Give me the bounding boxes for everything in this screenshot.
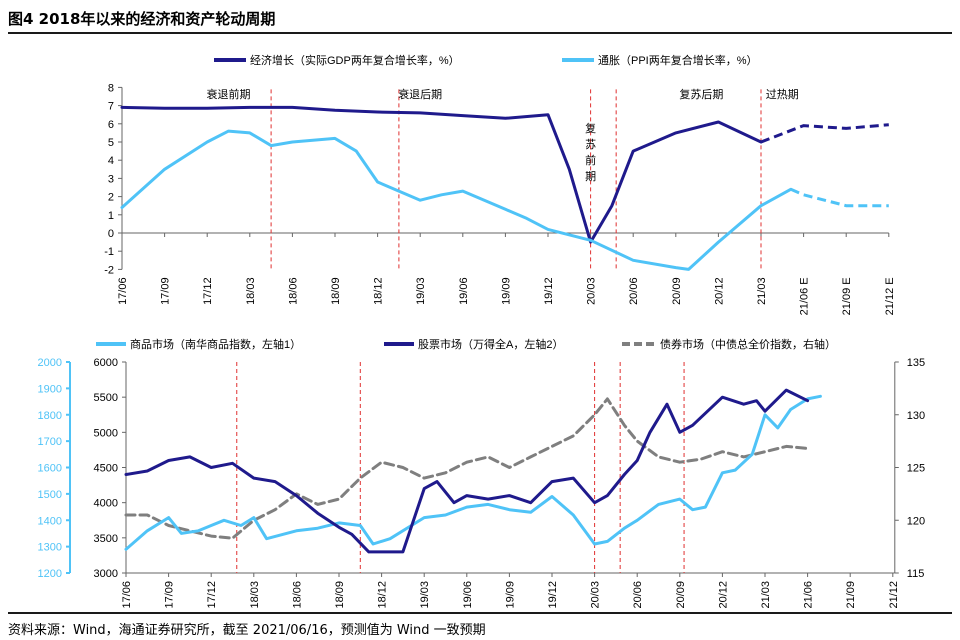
x-tick-label: 19/03: [419, 581, 431, 609]
y-tick-label: 5: [108, 137, 114, 149]
x-tick-label: 21/03: [760, 581, 772, 609]
phase-label: 复苏后期: [679, 87, 723, 101]
x-tick-label: 19/03: [415, 277, 427, 305]
phase-label: 衰退后期: [398, 87, 442, 101]
series-line-growth: [120, 105, 763, 244]
x-tick-label: 17/06: [121, 581, 133, 609]
y-tick-label-right: 125: [907, 463, 925, 475]
x-tick-label: 18/12: [373, 277, 385, 305]
y-tick-label: -2: [104, 264, 114, 276]
y-tick-label-left1: 5000: [94, 427, 118, 439]
y-tick-label-left1: 6000: [94, 357, 118, 369]
x-tick-label: 17/12: [206, 581, 218, 609]
footer-divider: [8, 612, 952, 614]
x-tick-label: 21/06: [803, 581, 815, 609]
legend-label-growth: 经济增长（实际GDP两年复合增长率，%）: [250, 53, 460, 67]
legend-label-bond: 债券市场（中债总全价指数，右轴）: [660, 337, 836, 351]
x-tick-label: 18/03: [249, 581, 261, 609]
x-tick-label: 18/03: [245, 277, 257, 305]
x-tick-label: 20/03: [586, 277, 598, 305]
x-tick-label: 20/12: [717, 581, 729, 609]
x-tick-label: 19/06: [458, 277, 470, 305]
x-tick-label: 20/09: [675, 581, 687, 609]
y-tick-label-left2: 1900: [38, 383, 62, 395]
x-tick-label: 20/12: [713, 277, 725, 305]
y-tick-label: 1: [108, 210, 114, 222]
x-tick-label: 20/03: [590, 581, 602, 609]
y-tick-label: 8: [108, 82, 114, 94]
y-tick-label-right: 115: [907, 568, 925, 580]
y-tick-label-left1: 3500: [94, 533, 118, 545]
y-tick-label-left2: 1500: [38, 489, 62, 501]
x-tick-label: 19/12: [543, 277, 555, 305]
y-tick-label: 7: [108, 101, 114, 113]
y-tick-label: 6: [108, 119, 114, 131]
figure-title-bar: 图4 2018年以来的经济和资产轮动周期: [8, 6, 952, 34]
x-tick-label: 17/06: [117, 277, 129, 305]
legend-label-stock: 股票市场（万得全A，左轴2）: [418, 337, 563, 351]
x-tick-label: 20/06: [628, 277, 640, 305]
x-tick-label: 17/09: [164, 581, 176, 609]
y-tick-label-left2: 1600: [38, 463, 62, 475]
y-tick-label-left2: 1800: [38, 410, 62, 422]
y-tick-label-right: 120: [907, 515, 925, 527]
x-tick-label: 21/03: [756, 277, 768, 305]
x-tick-label: 18/09: [330, 277, 342, 305]
x-tick-label: 21/09: [845, 581, 857, 609]
phase-label-char: 期: [585, 170, 596, 183]
figure-title: 图4 2018年以来的经济和资产轮动周期: [8, 10, 276, 28]
y-tick-label: 3: [108, 173, 114, 185]
phase-label-char: 苏: [585, 138, 596, 151]
y-tick-label-left2: 1300: [38, 542, 62, 554]
x-tick-label: 19/06: [462, 581, 474, 609]
x-tick-label: 21/06 E: [799, 277, 811, 315]
x-tick-label: 21/12 E: [884, 277, 896, 315]
x-tick-label: 20/09: [671, 277, 683, 305]
series-forecast-inflation: [790, 187, 889, 208]
y-tick-label-left2: 2000: [38, 357, 62, 369]
legend-label-inflation: 通胀（PPI两年复合增长率，%）: [598, 53, 758, 67]
x-tick-label: 18/06: [287, 277, 299, 305]
y-tick-label-left1: 4500: [94, 463, 118, 475]
y-tick-label: 4: [108, 155, 114, 167]
x-tick-label: 19/09: [500, 277, 512, 305]
x-tick-label: 20/06: [632, 581, 644, 609]
x-tick-label: 21/09 E: [841, 277, 853, 315]
y-tick-label-right: 135: [907, 357, 925, 369]
x-tick-label: 17/09: [160, 277, 172, 305]
y-tick-label-left2: 1700: [38, 436, 62, 448]
series-forecast-growth: [760, 123, 889, 144]
series-line-inflation: [120, 129, 793, 271]
phase-label: 衰退前期: [207, 87, 251, 101]
y-tick-label: -1: [104, 246, 114, 258]
legend-label-commodity: 商品市场（南华商品指数，左轴1）: [130, 337, 301, 351]
y-tick-label: 0: [108, 228, 114, 240]
series-line-bond: [124, 397, 810, 540]
x-tick-label: 18/12: [377, 581, 389, 609]
y-tick-label: 2: [108, 192, 114, 204]
y-tick-label-left2: 1200: [38, 568, 62, 580]
x-tick-label: 18/06: [291, 581, 303, 609]
phase-label-char: 前: [585, 153, 596, 167]
series-line-commodity: [124, 394, 822, 551]
x-tick-label: 19/09: [504, 581, 516, 609]
series-line-stock: [124, 388, 810, 554]
y-tick-label-right: 130: [907, 410, 925, 422]
phase-label: 过热期: [766, 88, 799, 101]
source-note: 资料来源：Wind，海通证券研究所，截至 2021/06/16，预测值为 Win…: [8, 623, 486, 638]
x-tick-label: 18/09: [334, 581, 346, 609]
phase-label-char: 复: [585, 121, 596, 135]
y-tick-label-left1: 4000: [94, 498, 118, 510]
y-tick-label-left1: 5500: [94, 392, 118, 404]
y-tick-label-left2: 1400: [38, 515, 62, 527]
x-tick-label: 17/12: [202, 277, 214, 305]
x-tick-label: 21/12: [888, 581, 900, 609]
x-tick-label: 19/12: [547, 581, 559, 609]
y-tick-label-left1: 3000: [94, 568, 118, 580]
